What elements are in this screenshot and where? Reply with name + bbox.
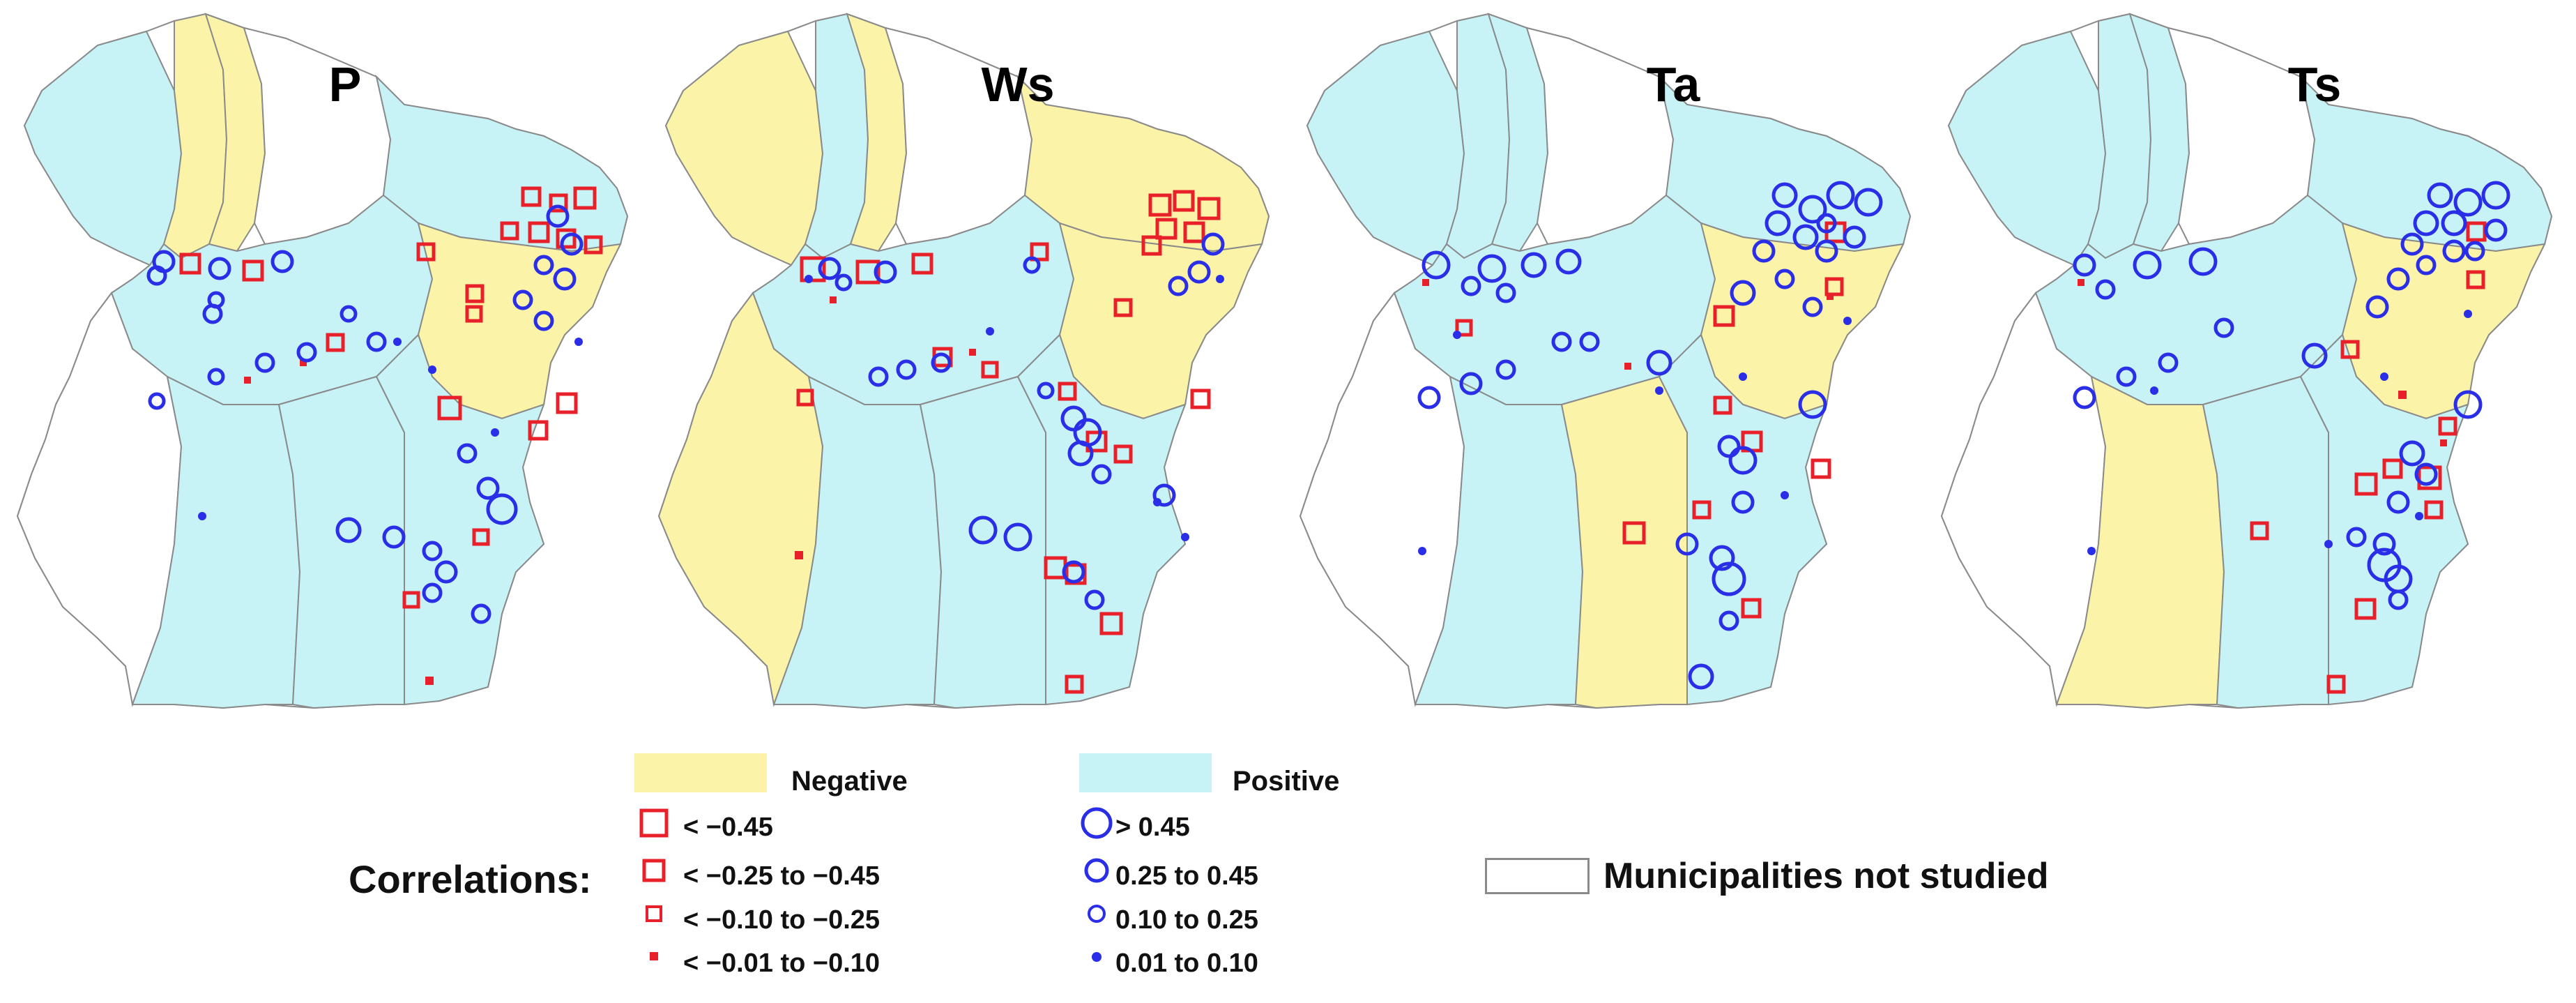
pos-circle-tiny	[1092, 952, 1102, 962]
map-panel-Ws: Ws	[658, 13, 1270, 709]
map-legend: Negative Positive Correlations: < −0.45 …	[0, 739, 2576, 1003]
neg-square-large	[639, 808, 669, 838]
neg-square-medium	[642, 859, 666, 882]
positive-symbols	[1081, 807, 1113, 962]
map-panel-Ts: Ts	[1941, 13, 2552, 709]
neg-class-2: < −0.10 to −0.25	[683, 905, 881, 935]
neg-square-small	[646, 905, 662, 922]
panel-title-Ws: Ws	[982, 57, 1055, 112]
map-panel-P: P	[17, 13, 628, 709]
pos-circle-small	[1088, 905, 1106, 923]
pos-class-3: 0.01 to 0.10	[1115, 949, 1258, 978]
negative-symbols	[639, 808, 669, 960]
neg-class-0: < −0.45	[683, 813, 773, 842]
negative-swatch	[634, 753, 767, 792]
map-panel-Ta: Ta	[1300, 13, 1911, 709]
positive-swatch	[1079, 753, 1212, 792]
not-studied-swatch	[1485, 858, 1590, 894]
pos-circle-medium	[1084, 858, 1109, 883]
correlations-label: Correlations:	[349, 857, 592, 901]
pos-circle-large	[1081, 807, 1113, 839]
panel-title-Ta: Ta	[1647, 57, 1701, 112]
neg-class-3: < −0.01 to −0.10	[683, 949, 881, 978]
positive-label: Positive	[1233, 766, 1340, 797]
pos-class-2: 0.10 to 0.25	[1115, 905, 1258, 935]
panel-title-Ts: Ts	[2288, 57, 2342, 112]
negative-label: Negative	[791, 766, 908, 797]
pos-class-1: 0.25 to 0.45	[1115, 861, 1258, 891]
pos-class-0: > 0.45	[1115, 813, 1190, 842]
panel-title-P: P	[329, 57, 362, 112]
neg-class-1: < −0.25 to −0.45	[683, 861, 881, 891]
map-panels: P	[17, 13, 2552, 709]
not-studied-label: Municipalities not studied	[1603, 856, 2049, 896]
neg-square-tiny	[650, 952, 658, 960]
